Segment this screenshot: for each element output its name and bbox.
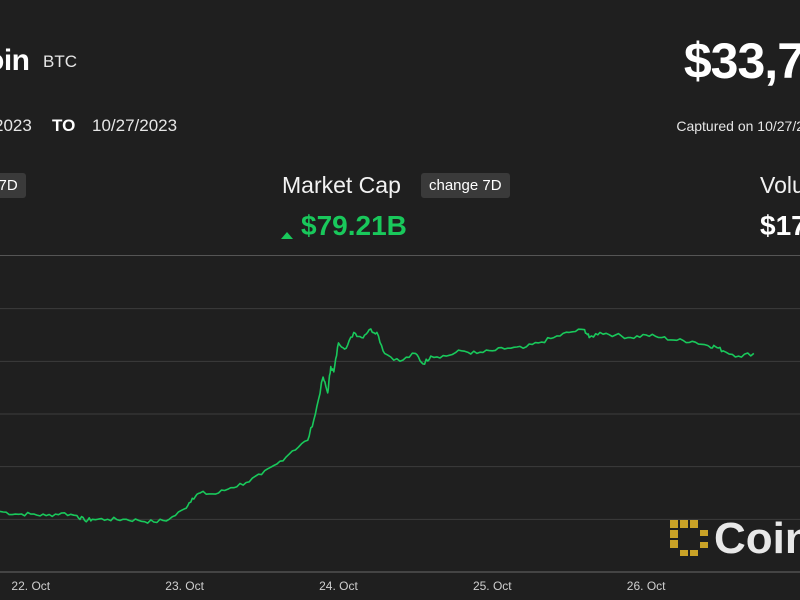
current-price: $33,7 <box>683 33 800 89</box>
volume-label: Volu <box>760 172 800 198</box>
watermark-text: Coin <box>714 514 800 563</box>
market-cap-value: $79.21B <box>301 210 407 241</box>
x-tick-label: 24. Oct <box>319 579 358 593</box>
coindesk-logo-icon <box>670 520 708 556</box>
market-cap-label: Market Cap <box>282 172 401 198</box>
price-series-line <box>0 328 755 524</box>
price-chart: 22. Oct 23. Oct 24. Oct 25. Oct 26. Oct <box>0 308 800 593</box>
market-cap-change-badge: change 7D <box>421 173 510 198</box>
coin-symbol: BTC <box>43 52 77 71</box>
captured-timestamp: Captured on 10/27/2 <box>676 118 800 134</box>
header-divider <box>0 255 800 256</box>
triangle-up-icon <box>281 232 293 239</box>
x-tick-label: 26. Oct <box>627 579 666 593</box>
x-tick-label: 25. Oct <box>473 579 512 593</box>
x-tick-label: 22. Oct <box>11 579 50 593</box>
chart-gridlines <box>0 308 800 573</box>
volume-value: $17 <box>760 210 800 241</box>
x-axis-ticks: 22. Oct 23. Oct 24. Oct 25. Oct 26. Oct <box>11 579 666 593</box>
coin-name: oin <box>0 44 30 77</box>
date-range-end: 10/27/2023 <box>92 116 178 135</box>
date-range-start: 2023 <box>0 116 32 135</box>
stat-change-badge: e 7D <box>0 173 26 198</box>
date-range-to-label: TO <box>52 116 76 135</box>
x-tick-label: 23. Oct <box>165 579 204 593</box>
